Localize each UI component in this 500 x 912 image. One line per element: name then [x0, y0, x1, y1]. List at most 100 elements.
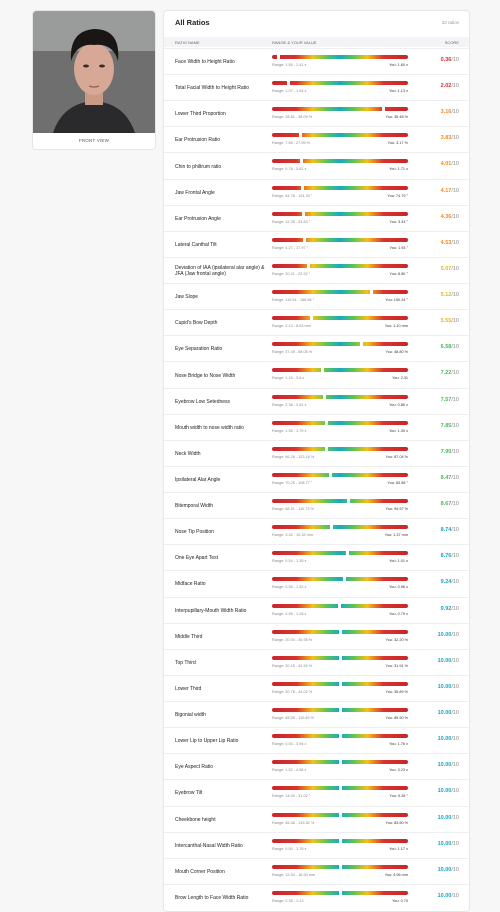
value-marker: [338, 811, 342, 818]
score: 5.12/10: [441, 292, 459, 298]
value-marker: [303, 236, 307, 243]
ratio-row: Deviation of IAA (ipsilateral alar angle…: [164, 256, 469, 284]
ratio-row: Bitemporal Width Range: 68.21 - 110.73 % Y…: [164, 492, 469, 519]
score: 5.07/10: [441, 266, 459, 272]
score: 3.16/10: [441, 109, 459, 115]
range-text: Range: 1.52 - 4.98 x: [272, 768, 307, 773]
range-text: Range: 37.45 - 58.05 %: [272, 350, 313, 355]
score-suffix: /10: [451, 657, 459, 664]
ratio-name: Total Facial Width to Height Ratio: [175, 85, 249, 92]
ratio-name: Interpupillary-Mouth Width Ratio: [175, 607, 247, 614]
range-text: Range: 4.27 - 17.97 °: [272, 245, 309, 250]
value-marker: [338, 785, 342, 792]
score: 9.92/10: [441, 606, 459, 612]
score: 10.00/10: [438, 736, 459, 742]
range-text: Range: 12.35 - 53.63 °: [272, 219, 311, 224]
ratio-name: Mouth Corner Position: [175, 868, 225, 875]
score-value: 9.24: [440, 579, 452, 586]
score: 7.90/10: [441, 449, 459, 455]
ratio-name: Eyebrow Low Setedness: [175, 398, 231, 405]
score: 10.00/10: [438, 893, 459, 899]
ratio-row: Ear Protrusion Angle Range: 12.35 - 53.63…: [164, 204, 469, 232]
range-text: Range: 68.21 - 110.73 %: [272, 507, 314, 512]
ratio-row: Lower Third Range: 20.78 - 44.02 % You: 35…: [164, 674, 469, 702]
score-value: 10.00: [437, 736, 452, 743]
score-suffix: /10: [451, 710, 459, 717]
ratio-name: Brow Length to Face Width Ratio: [175, 894, 249, 901]
score-suffix: /10: [451, 239, 459, 246]
ratio-name: Lower Third Proportion: [175, 111, 226, 118]
score-suffix: /10: [451, 527, 459, 534]
score-suffix: /10: [451, 370, 459, 377]
range-bar: [272, 132, 408, 139]
range-bar: [272, 863, 408, 870]
score-suffix: /10: [451, 501, 459, 508]
ratio-row: Jaw Slope Range: 110.51 - 168.96 ° You: 15…: [164, 283, 469, 310]
ratio-row: Ear Protrusion Ratio Range: 7.65 - 27.95 …: [164, 126, 469, 153]
score-value: 3.16: [440, 109, 452, 116]
ratio-name: Bigonial width: [175, 712, 206, 719]
range-text: Range: 7.65 - 27.95 %: [272, 141, 310, 146]
range-text: Range: 0.59 - 1.32 x: [272, 585, 307, 590]
range-text: Range: 110.51 - 168.96 °: [272, 298, 315, 303]
ratio-name: Nose Tip Position: [175, 529, 214, 536]
ratio-row: Eyebrow Low Setedness Range: 2.36 - 2.81 …: [164, 387, 469, 415]
value-marker: [346, 550, 350, 557]
range-bar: [272, 707, 408, 714]
score-suffix: /10: [451, 83, 459, 90]
range-text: Range: 1.55 - 2.41 x: [272, 63, 307, 67]
score: 6.58/10: [441, 344, 459, 350]
range-text: Range: 20.21 - 22.92 °: [272, 271, 311, 276]
ratio-row: Face Width to Height Ratio Range: 1.55 - …: [164, 48, 469, 75]
score-suffix: /10: [451, 292, 459, 299]
ratio-row: Neck Width Range: 66.26 - 123.16 % You: 87…: [164, 439, 469, 467]
your-value: You: 0.79 x: [389, 611, 408, 616]
score-suffix: /10: [451, 213, 459, 220]
your-value: You: 31.91 %: [385, 663, 408, 668]
range-text: Range: 0.54 - 3.94 x: [272, 742, 307, 747]
range-bar: [272, 889, 408, 896]
your-value: You: 1.37 mm: [384, 533, 408, 538]
score-suffix: /10: [451, 135, 459, 142]
ratio-row: Lateral Canthal Tilt Range: 4.27 - 17.97 …: [164, 230, 469, 258]
range-text: Range: 1.15 - 3.6 x: [272, 376, 305, 381]
score-value: 10.00: [437, 683, 452, 690]
score: 9.24/10: [441, 579, 459, 585]
ratio-name: Eyebrow Tilt: [175, 790, 203, 797]
your-value: You: 1.01 x: [389, 559, 408, 564]
ratio-row: Mouth width to nose width ratio Range: 1.…: [164, 413, 469, 441]
value-marker: [287, 80, 291, 87]
value-marker: [338, 837, 342, 844]
range-bar: [272, 628, 408, 635]
value-marker: [360, 341, 364, 348]
photo-caption: FRONT VIEW: [78, 138, 110, 143]
your-value: You: 74.79 °: [387, 193, 408, 198]
ratio-count: 33 ratios: [441, 20, 459, 25]
range-bar: [272, 106, 408, 113]
range-text: Range: 0.54 - 1.35 x: [272, 559, 307, 564]
range-bar: [272, 524, 408, 531]
range-text: Range: 20.04 - 45.98 %: [272, 637, 313, 642]
score-value: 5.55: [440, 318, 452, 325]
ratio-name: Jaw Slope: [175, 294, 199, 301]
ratio-row: Total Facial Width to Height Ratio Range:…: [164, 74, 469, 101]
score-suffix: /10: [451, 448, 459, 455]
score-suffix: /10: [451, 762, 459, 769]
range-bar: [272, 367, 408, 374]
ratio-name: Cupid's Bow Depth: [175, 320, 218, 327]
your-value: You: 1.60 x: [389, 63, 408, 67]
range-bar: [272, 262, 408, 269]
range-text: Range: 14.00 - 31.02 °: [272, 794, 311, 799]
ratio-row: Top Third Range: 20.15 - 42.65 % You: 31.9…: [164, 648, 469, 676]
score-value: 6.58: [440, 344, 452, 351]
range-bar: [272, 158, 408, 165]
value-marker: [338, 889, 342, 896]
value-marker: [338, 759, 342, 766]
score-value: 10.00: [437, 762, 452, 769]
range-text: Range: 2.13 - 8.53 mm: [272, 324, 311, 329]
score: 7.22/10: [441, 370, 459, 376]
your-value: You: 150.24 °: [385, 298, 408, 303]
photo-card: FRONT VIEW: [32, 10, 156, 150]
your-value: You: 48.80 %: [385, 350, 408, 355]
score-value: 10.00: [437, 631, 452, 638]
